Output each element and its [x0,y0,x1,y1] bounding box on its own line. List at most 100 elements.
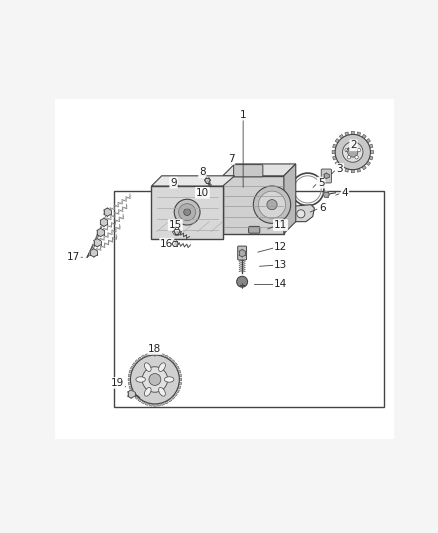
Wedge shape [335,139,353,152]
Polygon shape [284,164,296,233]
Wedge shape [128,379,155,385]
Wedge shape [155,360,175,379]
Circle shape [297,210,305,218]
Wedge shape [353,144,373,152]
Wedge shape [135,379,155,399]
Wedge shape [129,370,155,379]
Wedge shape [155,362,177,379]
Circle shape [351,144,354,147]
Wedge shape [149,379,155,406]
Circle shape [347,156,351,159]
Polygon shape [94,239,101,247]
Wedge shape [155,379,177,397]
Wedge shape [155,366,180,379]
Polygon shape [100,218,107,227]
Polygon shape [239,249,245,257]
Circle shape [335,134,371,169]
Bar [114,191,384,407]
Text: 4: 4 [342,188,348,198]
Wedge shape [351,131,354,152]
Wedge shape [353,152,371,166]
Wedge shape [155,374,182,379]
Circle shape [149,374,161,385]
Wedge shape [138,379,155,402]
Wedge shape [155,379,181,389]
Ellipse shape [164,377,174,382]
Wedge shape [345,152,353,172]
Circle shape [253,186,291,223]
Text: 1: 1 [240,110,247,120]
Text: 15: 15 [169,220,182,230]
Circle shape [343,142,363,162]
Wedge shape [141,355,155,379]
Wedge shape [353,139,371,152]
Ellipse shape [145,363,151,372]
Wedge shape [155,370,181,379]
Wedge shape [339,152,353,169]
Wedge shape [353,134,366,152]
Polygon shape [90,249,97,257]
Text: 2: 2 [350,140,357,150]
Text: 7: 7 [228,154,235,164]
Polygon shape [104,208,111,216]
Wedge shape [155,378,182,381]
Polygon shape [323,192,329,197]
Circle shape [357,148,360,152]
Text: 6: 6 [320,203,326,213]
Wedge shape [155,379,168,404]
Polygon shape [223,176,284,233]
Circle shape [237,276,247,287]
Wedge shape [153,379,156,406]
Wedge shape [155,379,180,393]
Polygon shape [97,229,104,237]
Wedge shape [155,353,160,379]
Text: 17: 17 [67,252,80,262]
Polygon shape [152,176,235,186]
Text: 9: 9 [170,177,177,188]
Circle shape [184,209,191,215]
Circle shape [258,191,286,218]
Polygon shape [174,229,180,234]
Wedge shape [335,152,353,166]
Circle shape [142,367,168,392]
Polygon shape [205,178,210,183]
Circle shape [198,192,203,197]
Wedge shape [332,144,353,152]
Wedge shape [155,379,165,406]
Wedge shape [155,379,182,385]
Wedge shape [353,150,374,154]
Wedge shape [131,379,155,393]
Wedge shape [155,379,175,399]
Polygon shape [152,186,223,239]
Circle shape [355,156,358,159]
Wedge shape [149,353,155,379]
Ellipse shape [159,387,166,396]
Wedge shape [155,379,172,402]
Polygon shape [324,173,328,179]
Wedge shape [339,134,353,152]
Polygon shape [223,164,296,176]
Wedge shape [353,152,373,160]
Wedge shape [155,379,160,406]
Wedge shape [153,353,156,379]
Wedge shape [132,379,155,397]
FancyBboxPatch shape [233,165,263,177]
Text: 19: 19 [111,378,124,388]
Wedge shape [132,362,155,379]
Text: 11: 11 [274,220,287,230]
Wedge shape [155,355,168,379]
Text: 5: 5 [318,177,325,188]
Circle shape [131,355,179,404]
Ellipse shape [145,387,151,396]
Wedge shape [155,357,172,379]
Polygon shape [172,241,178,246]
Text: 13: 13 [274,260,287,270]
FancyBboxPatch shape [55,100,394,439]
Text: 8: 8 [199,167,206,177]
Circle shape [174,199,200,225]
Wedge shape [332,150,353,154]
Text: 18: 18 [148,344,162,354]
Wedge shape [128,374,155,379]
Wedge shape [353,152,361,172]
Text: 16: 16 [160,239,173,249]
